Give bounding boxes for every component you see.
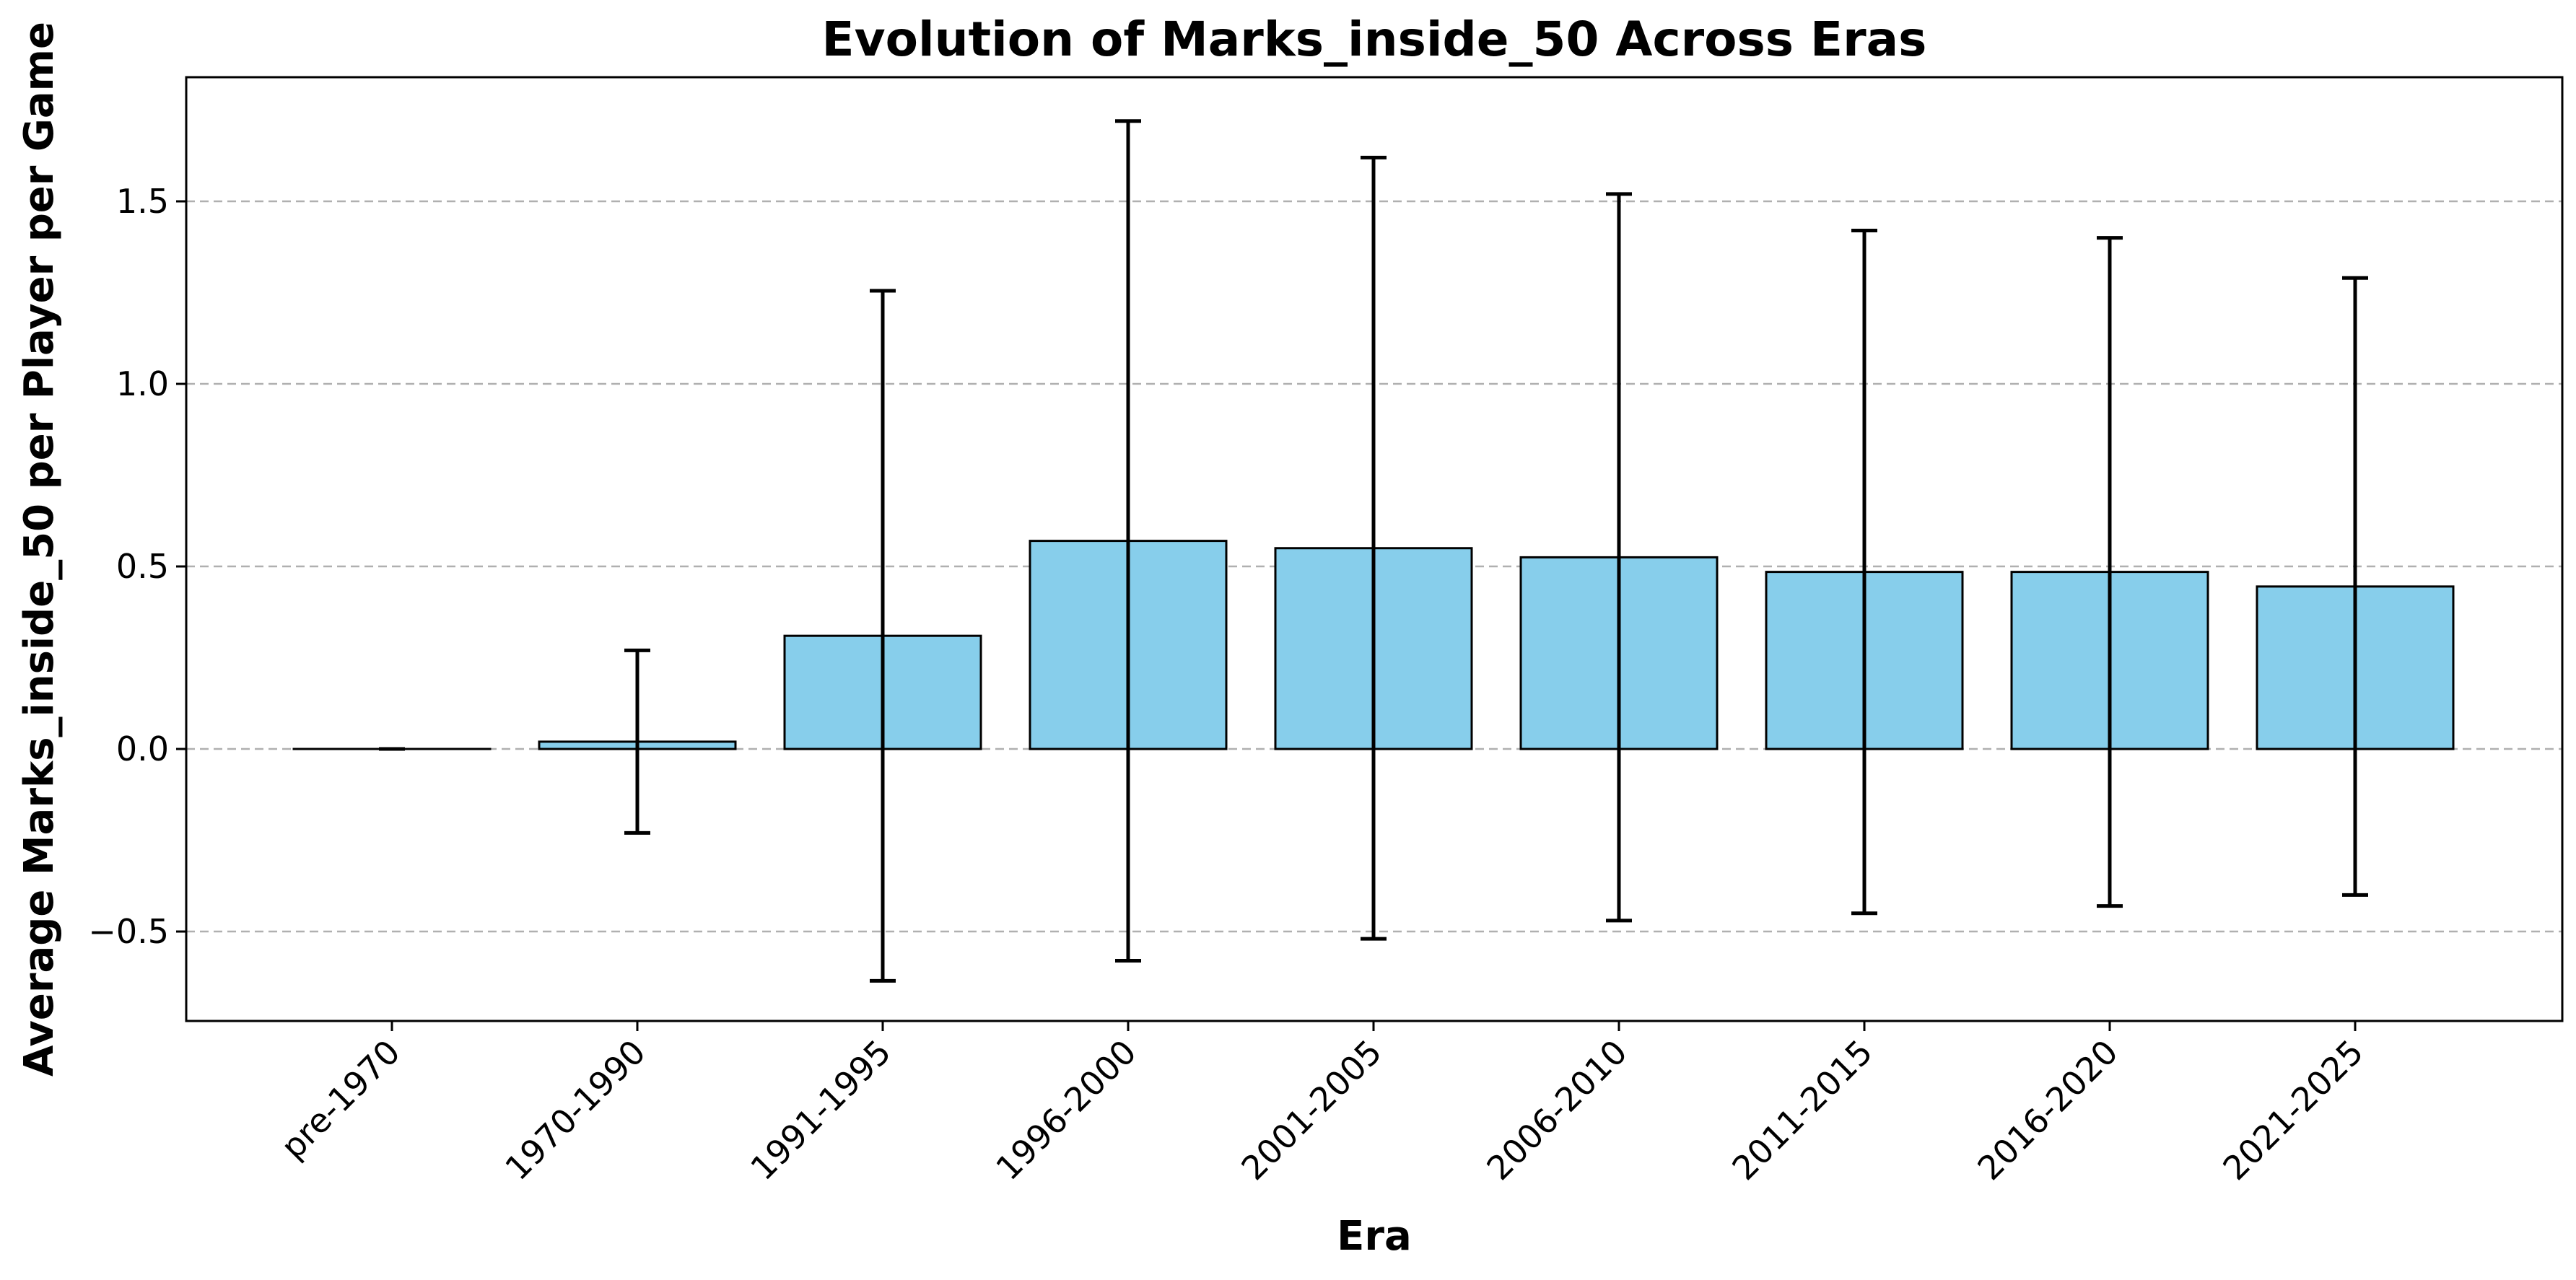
x-tick-label: 2006-2010 bbox=[1479, 1033, 1634, 1188]
x-tick-label: 2016-2020 bbox=[1970, 1033, 2125, 1188]
x-tick-label: 2001-2005 bbox=[1234, 1033, 1389, 1188]
x-axis-label: Era bbox=[1337, 1213, 1412, 1260]
error-bars-layer bbox=[379, 121, 2368, 981]
chart-title: Evolution of Marks_inside_50 Across Eras bbox=[822, 12, 1927, 67]
y-axis-label: Average Marks_inside_50 per Player per G… bbox=[16, 22, 63, 1077]
x-tick-label: 2021-2025 bbox=[2215, 1033, 2370, 1188]
y-tick-label: −0.5 bbox=[88, 912, 169, 951]
y-tick-label: 0.5 bbox=[116, 547, 169, 586]
y-tick-label: 1.5 bbox=[116, 182, 169, 221]
x-tick-label: 1970-1990 bbox=[497, 1033, 652, 1188]
x-tick-label: 1991-1995 bbox=[743, 1033, 898, 1188]
y-axis: −0.5 0.0 0.5 1.0 1.5 bbox=[88, 182, 186, 951]
x-tick-label: 1996-2000 bbox=[988, 1033, 1143, 1188]
x-tick-label: pre-1970 bbox=[274, 1033, 408, 1167]
x-axis: pre-1970 1970-1990 1991-1995 1996-2000 2001-… bbox=[274, 1021, 2371, 1188]
y-tick-label: 1.0 bbox=[116, 364, 169, 403]
x-tick-label: 2011-2015 bbox=[1724, 1033, 1879, 1188]
y-tick-label: 0.0 bbox=[116, 729, 169, 768]
